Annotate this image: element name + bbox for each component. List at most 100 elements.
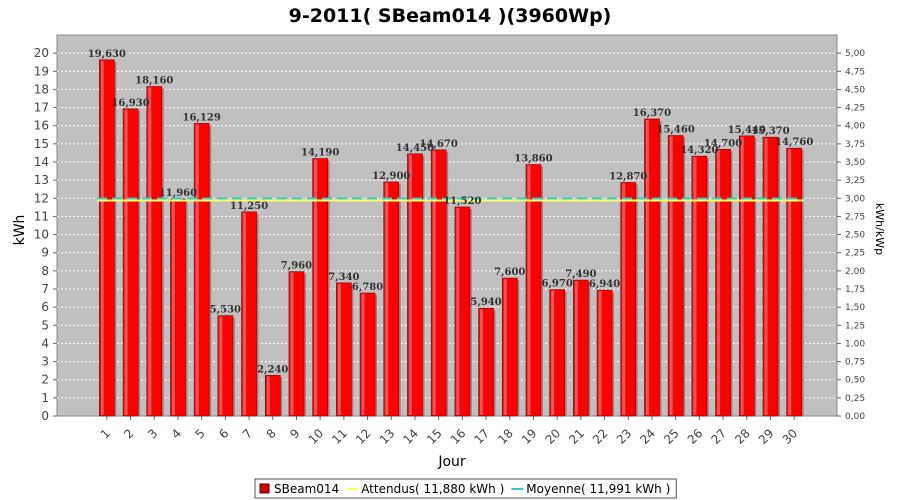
y-tick-label: 10 bbox=[34, 228, 49, 242]
data-label: 2,240 bbox=[257, 364, 288, 375]
x-tick-label: 23 bbox=[614, 426, 635, 447]
bar-highlight bbox=[385, 182, 389, 415]
x-tick-label: 13 bbox=[377, 426, 398, 447]
data-label: 15,460 bbox=[657, 125, 695, 136]
bar-highlight bbox=[622, 183, 626, 415]
legend-swatch bbox=[259, 483, 270, 494]
y-right-tick-label: 4,75 bbox=[845, 67, 865, 77]
bar-highlight bbox=[124, 109, 128, 415]
x-tick-label: 21 bbox=[566, 426, 587, 447]
y-tick-label: 5 bbox=[41, 318, 49, 332]
bar-highlight bbox=[717, 150, 721, 416]
data-label: 11,250 bbox=[230, 201, 268, 212]
bar-highlight bbox=[693, 157, 697, 416]
bars bbox=[99, 59, 804, 417]
data-label: 12,870 bbox=[609, 172, 647, 183]
y-tick-label: 2 bbox=[41, 373, 49, 387]
bar-highlight bbox=[740, 136, 744, 416]
y-right-tick-label: 5,00 bbox=[845, 49, 865, 59]
x-tick-label: 29 bbox=[756, 426, 777, 447]
bar-highlight bbox=[480, 309, 484, 415]
y-tick-label: 1 bbox=[41, 391, 49, 405]
bar-highlight bbox=[456, 207, 460, 415]
data-label: 15,440 bbox=[728, 125, 766, 136]
bar-highlight bbox=[266, 376, 270, 415]
x-tick-label: 28 bbox=[732, 426, 753, 447]
bar-highlight bbox=[598, 291, 602, 415]
y-right-tick-label: 2,25 bbox=[845, 249, 865, 259]
legend-label: Attendus( 11,880 kWh ) bbox=[361, 482, 504, 496]
bar-highlight bbox=[314, 159, 318, 415]
legend-label: Moyenne( 11,991 kWh ) bbox=[526, 482, 670, 496]
data-label: 5,530 bbox=[210, 305, 241, 316]
x-tick-label: 18 bbox=[495, 426, 516, 447]
y-tick-label: 0 bbox=[41, 409, 49, 423]
y-tick-label: 4 bbox=[41, 336, 49, 350]
y-tick-label: 11 bbox=[34, 209, 49, 223]
y-tick-label: 6 bbox=[41, 300, 49, 314]
y-tick-label: 14 bbox=[34, 155, 49, 169]
y-right-tick-label: 4,00 bbox=[845, 122, 865, 132]
x-tick-label: 30 bbox=[780, 426, 801, 447]
x-tick-label: 4 bbox=[169, 426, 184, 441]
bar-highlight bbox=[337, 283, 341, 415]
x-tick-label: 24 bbox=[637, 426, 658, 447]
x-axis-label: Jour bbox=[437, 454, 466, 470]
data-label: 19,630 bbox=[88, 49, 126, 60]
data-label: 16,129 bbox=[183, 112, 221, 123]
y-right-tick-label: 3,00 bbox=[845, 194, 865, 204]
bar-highlight bbox=[195, 124, 199, 416]
y-right-tick-label: 1,00 bbox=[845, 339, 865, 349]
x-tick-label: 15 bbox=[424, 426, 445, 447]
y-tick-label: 20 bbox=[34, 46, 49, 60]
bar-highlight bbox=[527, 165, 531, 415]
x-tick-label: 25 bbox=[661, 426, 682, 447]
data-label: 18,160 bbox=[135, 76, 173, 87]
x-tick-label: 3 bbox=[145, 426, 160, 441]
reference-lines bbox=[97, 197, 804, 202]
x-tick-label: 5 bbox=[192, 426, 207, 441]
y-tick-label: 15 bbox=[34, 137, 49, 151]
x-tick-label: 14 bbox=[400, 426, 421, 447]
legend: SBeam014 Attendus( 11,880 kWh ) Moyenne( 1… bbox=[254, 478, 677, 499]
data-label: 14,670 bbox=[420, 139, 458, 150]
data-label: 7,490 bbox=[565, 269, 596, 280]
data-label: 12,900 bbox=[372, 171, 410, 182]
bar-highlight bbox=[243, 212, 247, 415]
y-tick-label: 8 bbox=[41, 264, 49, 278]
x-tick-label: 19 bbox=[519, 426, 540, 447]
x-tick-label: 17 bbox=[471, 426, 492, 447]
y-axis-right-label: kWh/kWp bbox=[873, 203, 886, 255]
data-label: 7,960 bbox=[281, 261, 312, 272]
y-right-tick-label: 3,50 bbox=[845, 158, 865, 168]
x-axis: 1 2 3 4 5 6 7 8 9 10 11 12 13 14 15 16 17 18 19 20 21 22 23 24 2… bbox=[98, 416, 801, 447]
bar-highlight bbox=[219, 316, 223, 415]
y-tick-label: 19 bbox=[34, 64, 49, 78]
data-label: 14,320 bbox=[680, 145, 718, 156]
data-label: 6,780 bbox=[352, 282, 383, 293]
x-tick-label: 2 bbox=[121, 426, 136, 441]
bar-highlight bbox=[788, 149, 792, 415]
y-tick-label: 17 bbox=[34, 101, 49, 115]
x-tick-label: 8 bbox=[264, 426, 279, 441]
bar-highlight bbox=[551, 290, 555, 415]
data-labels: 19,630 16,930 18,160 11,960 16,129 5,530 11,25… bbox=[88, 49, 814, 376]
x-tick-label: 27 bbox=[708, 426, 729, 447]
y-right-tick-label: 3,75 bbox=[845, 140, 865, 150]
data-label: 7,340 bbox=[328, 272, 359, 283]
y-right-tick-label: 1,25 bbox=[845, 321, 865, 331]
x-tick-label: 20 bbox=[543, 426, 564, 447]
x-tick-label: 26 bbox=[685, 426, 706, 447]
bar-highlight bbox=[669, 136, 673, 416]
y-tick-label: 18 bbox=[34, 82, 49, 96]
y-right-tick-label: 4,50 bbox=[845, 85, 865, 95]
bar-highlight bbox=[432, 150, 436, 415]
bar-highlight bbox=[100, 60, 104, 415]
x-tick-label: 7 bbox=[240, 426, 255, 441]
data-label: 14,450 bbox=[396, 143, 434, 154]
bar-highlight bbox=[574, 281, 578, 415]
y-axis-label: kWh bbox=[12, 215, 28, 246]
data-label: 7,600 bbox=[494, 267, 525, 278]
